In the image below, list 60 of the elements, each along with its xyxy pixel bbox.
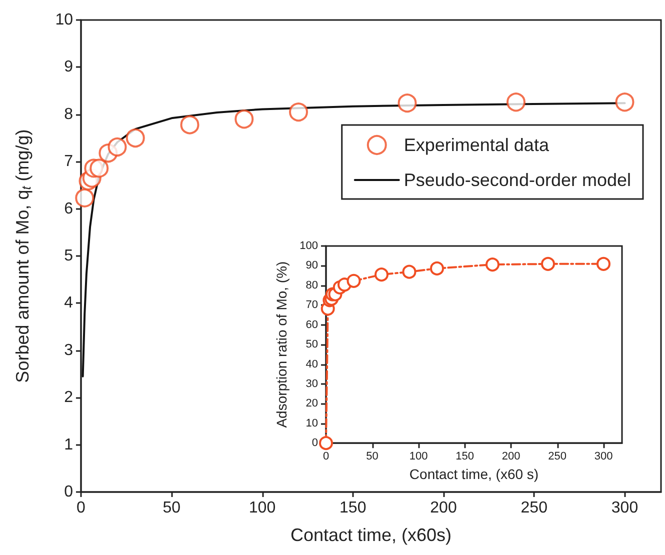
y-tick-label: 1 (64, 436, 74, 454)
x-tick-label: 0 (322, 450, 330, 463)
y-tick-label: 2 (64, 389, 74, 406)
y-tick-label: 60 (306, 318, 318, 331)
y-tick-label: 8 (64, 106, 74, 123)
x-tick-label: 150 (456, 450, 474, 463)
y-tick-label: 10 (306, 417, 318, 430)
point (289, 102, 308, 122)
y-tick-label: 80 (306, 279, 318, 292)
point (486, 258, 500, 272)
x-tick-label: 250 (548, 450, 566, 463)
point (319, 436, 333, 450)
y-tick-label: 7 (64, 153, 74, 170)
point (346, 274, 361, 288)
x-tick-label: 300 (594, 450, 613, 463)
y-tick-label: 30 (306, 378, 318, 390)
x-tick-label: 0 (76, 500, 86, 516)
y-tick-label: 10 (55, 12, 74, 28)
point (374, 268, 388, 282)
point (398, 94, 417, 113)
y-tick-label: 40 (306, 358, 318, 370)
y-tick-label: 6 (64, 200, 74, 218)
x-tick-label: 250 (520, 500, 548, 516)
y-tick-label: 100 (300, 240, 318, 252)
legend-label: Experimental data (404, 135, 550, 155)
y-tick-label: 0 (312, 437, 318, 450)
y-tick-label: 3 (64, 342, 74, 359)
y-tick-label: 0 (64, 484, 74, 500)
point (180, 115, 200, 134)
x-tick-label: 100 (409, 450, 428, 463)
x-tick-label: 150 (340, 500, 366, 516)
legend-label: Pseudo-second-order model (404, 170, 632, 190)
point (90, 158, 109, 178)
point (402, 264, 416, 279)
point (506, 92, 526, 112)
x-tick-label: 300 (611, 500, 638, 516)
y-tick-label: 50 (306, 338, 318, 351)
x-tick-label: 50 (162, 500, 181, 516)
point (596, 256, 610, 271)
x-tick-label: 50 (366, 450, 378, 463)
point (430, 261, 444, 276)
y-tick-label: 20 (306, 398, 318, 410)
x-tick-label: 200 (430, 500, 457, 516)
y-tick-label: 5 (64, 248, 74, 264)
point (126, 128, 145, 148)
point (615, 92, 634, 112)
y-tick-label: 9 (64, 58, 74, 76)
point (75, 188, 94, 208)
point (108, 137, 127, 156)
point (541, 256, 555, 271)
x-axis-title: Contact time, (x60 s) (409, 466, 539, 482)
y-tick-label: 90 (306, 260, 318, 272)
y-tick-label: 4 (64, 294, 74, 312)
y-tick-label: 70 (306, 299, 318, 312)
x-tick-label: 200 (502, 450, 520, 463)
x-tick-label: 100 (248, 500, 276, 516)
point (234, 110, 254, 129)
y-axis-title: Sorbed amount of Mo, qt (mg/g) (12, 129, 34, 383)
y-axis-title: Adsorption ratio of Mo, (%) (274, 261, 290, 428)
x-axis-title: Contact time, (x60s) (290, 525, 452, 545)
